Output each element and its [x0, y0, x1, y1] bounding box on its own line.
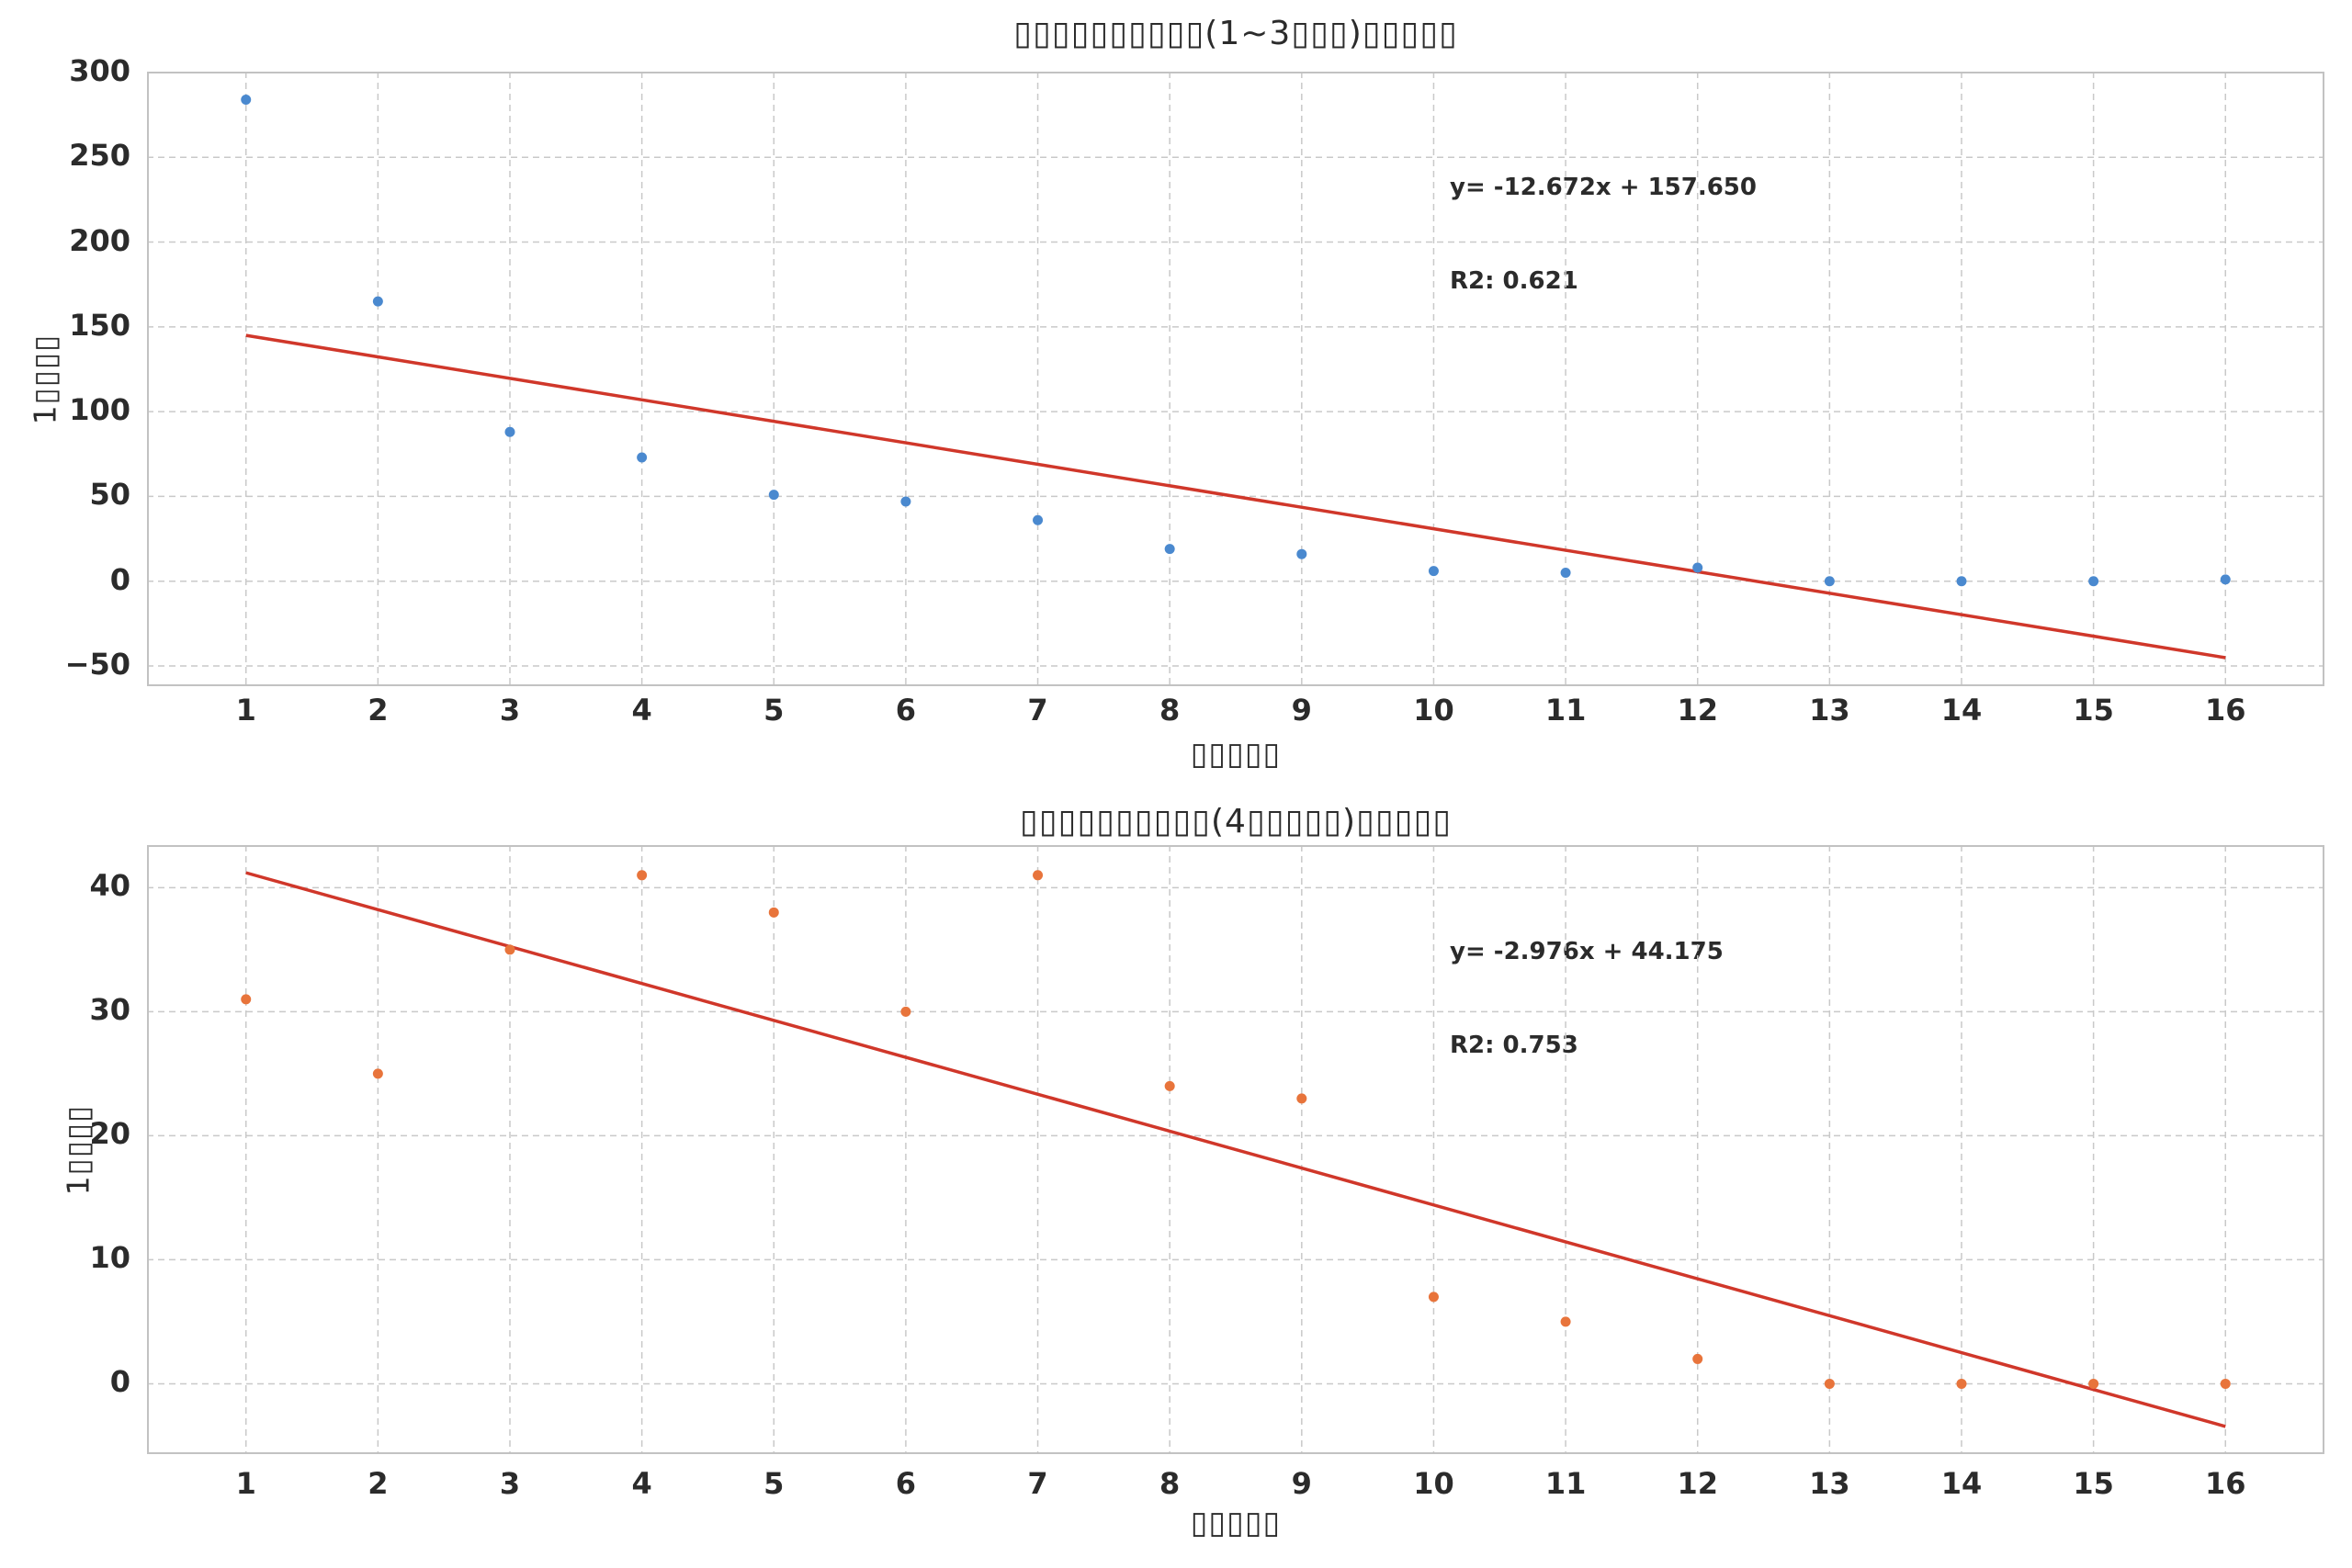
chart-top-title: ▯▯▯▯▯▯▯▯▯▯(1~3▯▯▯)▯▯▯▯▯: [1013, 15, 1458, 52]
x-tick-label: 10: [1413, 1466, 1454, 1501]
scatter-point: [900, 1006, 911, 1017]
y-tick-label: 100: [69, 392, 130, 428]
x-tick-label: 2: [368, 693, 389, 728]
y-tick-label: 300: [69, 52, 130, 88]
y-tick-label: 50: [89, 477, 130, 513]
scatter-point: [2088, 576, 2099, 587]
scatter-point: [768, 490, 779, 501]
x-tick-label: 14: [1940, 1466, 1983, 1501]
x-tick-label: 9: [1291, 1466, 1312, 1501]
scatter-point: [2220, 574, 2231, 585]
x-tick-label: 12: [1677, 693, 1718, 728]
scatter-point: [1692, 1353, 1703, 1364]
x-tick-label: 4: [631, 693, 652, 728]
scatter-point: [2220, 1378, 2231, 1389]
chart-top-plot-area: [147, 72, 2324, 686]
x-tick-label: 6: [895, 693, 917, 728]
plot-border: [147, 845, 2324, 1454]
x-tick-label: 11: [1544, 1466, 1587, 1501]
scatter-point: [241, 94, 252, 105]
x-tick-label: 13: [1809, 1466, 1850, 1501]
x-tick-label: 15: [2073, 1466, 2114, 1501]
y-tick-label: 250: [69, 138, 130, 174]
x-tick-label: 10: [1413, 693, 1454, 728]
scatter-point: [1428, 1292, 1439, 1303]
trend-line: [245, 871, 2226, 1428]
x-tick-label: 1: [235, 1466, 256, 1501]
x-tick-label: 12: [1677, 1466, 1718, 1501]
scatter-point: [1428, 566, 1439, 577]
scatter-point: [637, 452, 648, 463]
x-tick-label: 7: [1027, 693, 1048, 728]
chart-bottom-title: ▯▯▯▯▯▯▯▯▯▯(4▯▯▯▯▯)▯▯▯▯▯: [1019, 803, 1453, 840]
x-tick-label: 9: [1291, 693, 1312, 728]
x-tick-label: 11: [1544, 693, 1587, 728]
scatter-point: [1296, 548, 1307, 559]
scatter-point: [900, 496, 911, 507]
scatter-point: [1956, 1378, 1967, 1389]
x-tick-label: 5: [763, 693, 785, 728]
scatter-point: [1033, 514, 1044, 525]
x-tick-label: 4: [631, 1466, 652, 1501]
trend-line: [245, 333, 2226, 660]
chart-bottom-x-axis-label: ▯▯▯▯▯: [1190, 1505, 1282, 1541]
x-tick-label: 7: [1027, 1466, 1048, 1501]
x-tick-label: 16: [2205, 1466, 2246, 1501]
x-tick-label: 3: [499, 1466, 521, 1501]
equation-text: y= -2.976x + 44.175: [1450, 938, 1724, 965]
scatter-point: [504, 426, 515, 437]
scatter-point: [2088, 1378, 2099, 1389]
scatter-point: [1164, 1080, 1175, 1091]
scatter-point: [768, 907, 779, 918]
y-tick-label: −50: [64, 647, 130, 682]
scatter-point: [1824, 576, 1835, 587]
x-tick-label: 5: [763, 1466, 785, 1501]
y-tick-label: 30: [89, 992, 130, 1028]
x-tick-label: 14: [1940, 693, 1983, 728]
scatter-point: [637, 870, 648, 881]
chart-top-x-axis-label: ▯▯▯▯▯: [1190, 736, 1282, 773]
scatter-point: [1692, 562, 1703, 573]
x-tick-label: 2: [368, 1466, 389, 1501]
y-tick-label: 0: [109, 561, 130, 597]
chart-bottom-annotation: y= -2.976x + 44.175 R2: 0.753: [1450, 874, 1724, 1123]
x-tick-label: 3: [499, 693, 521, 728]
scatter-point: [1033, 870, 1044, 881]
x-tick-label: 1: [235, 693, 256, 728]
scatter-point: [1560, 568, 1571, 579]
equation-text: y= -12.672x + 157.650: [1450, 174, 1757, 201]
y-tick-label: 200: [69, 222, 130, 258]
x-tick-label: 8: [1159, 1466, 1181, 1501]
y-tick-label: 0: [109, 1364, 130, 1400]
x-tick-label: 6: [895, 1466, 917, 1501]
scatter-point: [1164, 544, 1175, 555]
y-tick-label: 20: [89, 1116, 130, 1152]
scatter-point: [372, 1068, 383, 1079]
y-tick-label: 10: [89, 1240, 130, 1276]
scatter-point: [1956, 576, 1967, 587]
scatter-point: [504, 944, 515, 955]
y-tick-label: 40: [89, 868, 130, 904]
scatter-point: [1296, 1093, 1307, 1104]
plot-border: [147, 72, 2324, 686]
x-tick-label: 16: [2205, 693, 2246, 728]
chart-bottom-plot-area: [147, 845, 2324, 1454]
y-tick-label: 150: [69, 307, 130, 343]
scatter-point: [241, 994, 252, 1005]
scatter-point: [372, 296, 383, 307]
scatter-point: [1824, 1378, 1835, 1389]
scatter-point: [1560, 1316, 1571, 1327]
x-tick-label: 8: [1159, 693, 1181, 728]
x-tick-label: 13: [1809, 693, 1850, 728]
x-tick-label: 15: [2073, 693, 2114, 728]
